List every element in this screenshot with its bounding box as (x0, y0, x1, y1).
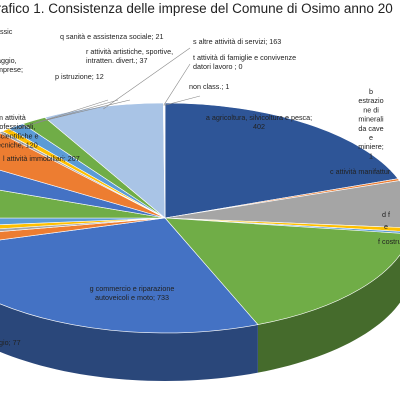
pie-side-walls (0, 254, 400, 381)
slice-label-4: d f (382, 210, 390, 219)
slice-label-line: miniere; (358, 142, 384, 151)
slice-label-line: autoveicoli e moto; 733 (95, 293, 169, 302)
slice-label-line: intratten. divert.; 37 (86, 56, 148, 65)
pie-top-surface (0, 102, 400, 334)
pie-side-6 (257, 254, 400, 373)
pie-slice-6 (164, 217, 400, 325)
slice-label-17: q sanità e assistenza sociale; 21 (60, 32, 163, 41)
slice-label-line: e (369, 133, 373, 142)
slice-label-line: a agricoltura, silvicoltura e pesca; (206, 113, 312, 122)
slice-label-line: ecniche; 120 (0, 141, 38, 150)
slice-label-line: estrazio (358, 96, 383, 105)
slice-label-line: aggio, (0, 56, 17, 65)
slice-label-line: b (369, 87, 373, 96)
pie-slice-1 (164, 102, 399, 219)
slice-label-line: rofessionali, (0, 122, 35, 131)
slice-label-line: s altre attività di servizi; 163 (193, 37, 281, 46)
pie-slice-11 (0, 217, 166, 225)
pie-slice-9 (0, 217, 166, 232)
slice-label-8: aggio; 77 (0, 338, 21, 347)
chart-title: Grafico 1. Consistenza delle imprese del… (0, 1, 393, 16)
slice-label-1: a agricoltura, silvicoltura e pesca; 402 (206, 113, 312, 131)
pie-slice-10 (0, 217, 166, 230)
leader-line-21 (164, 95, 201, 106)
slice-label-line: e (384, 222, 388, 231)
slice-label-line: datori lavoro ; 0 (193, 62, 243, 71)
slice-label-line: l attività immobiliari; 207 (3, 154, 80, 163)
pie-slice-8 (0, 217, 166, 241)
slice-label-line: ne di (363, 105, 379, 114)
slice-label-21: non class.; 1 (189, 82, 229, 91)
leader-line-20 (163, 63, 191, 106)
leader-line-19 (103, 47, 191, 110)
pie-side-7 (0, 303, 258, 381)
slice-label-15: ; assic0 (0, 27, 13, 45)
slice-label-line: p istruzione; 12 (55, 72, 104, 81)
slice-label-line: minerali (358, 115, 384, 124)
slice-label-line: 1 (369, 151, 373, 160)
slice-label-line: d f (382, 210, 390, 219)
leader-lines (8, 47, 201, 132)
slice-label-line: g commercio e riparazione (90, 284, 175, 293)
slice-label-line: ; assic (0, 27, 13, 36)
slice-label-line: f costru (378, 237, 400, 246)
slice-label-line: da cave (358, 124, 383, 133)
slice-label-line: mprese; (0, 65, 23, 74)
slice-labels: a agricoltura, silvicoltura e pesca; 402 b… (0, 27, 400, 347)
slice-label-line: c attività manifattur (330, 167, 391, 176)
slice-label-20: t attività di famiglie e convivenze dator… (193, 53, 296, 71)
slice-label-6: f costru (378, 237, 400, 246)
slice-label-12: l attività immobiliari; 207 (3, 154, 80, 163)
slice-label-line: t attività di famiglie e convivenze (193, 53, 296, 62)
slice-label-14: aggio,mprese; (0, 56, 23, 74)
slice-label-line: r attività artistiche, sportive, (86, 47, 173, 56)
slice-label-line: scientifiche e (0, 131, 39, 140)
pie-slice-7 (0, 217, 259, 334)
slice-label-line: non class.; 1 (189, 82, 229, 91)
slice-label-18: r attività artistiche, sportive, intratte… (86, 47, 173, 65)
leader-line-18 (36, 99, 131, 123)
leader-line-17 (18, 99, 119, 129)
slice-label-line: 402 (253, 122, 265, 131)
slice-label-5: e (384, 222, 388, 231)
slice-label-3: c attività manifattur (330, 167, 391, 176)
slice-label-2: b estrazio ne di minerali da cave e miniere; 1 (358, 87, 384, 160)
slice-label-16: p istruzione; 12 (55, 72, 104, 81)
slice-label-19: s altre attività di servizi; 163 (193, 37, 281, 46)
slice-label-line: q sanità e assistenza sociale; 21 (60, 32, 163, 41)
slice-label-line: aggio; 77 (0, 338, 21, 347)
slice-label-line: m attività (0, 113, 26, 122)
slice-label-7: g commercio e riparazione autoveicoli e m… (90, 284, 175, 302)
